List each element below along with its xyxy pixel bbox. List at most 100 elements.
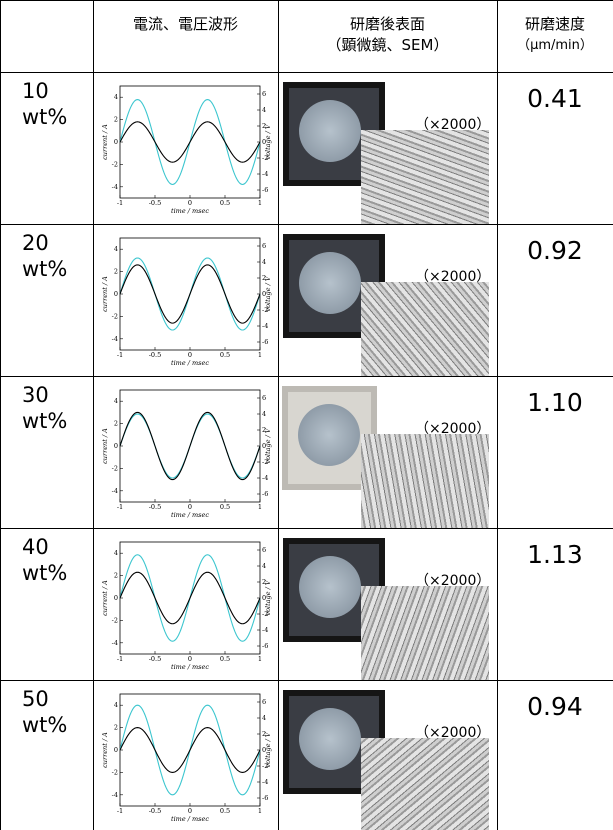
y-tick-label: -2: [112, 616, 118, 624]
border: [0, 0, 1, 830]
x-axis-label: time / msec: [171, 359, 209, 367]
y-tick-label: 4: [114, 397, 118, 405]
y2-tick-label: 4: [262, 714, 266, 722]
y-tick-label: -4: [112, 183, 118, 191]
waveform-chart: -1 -0.5 0 0.5 1 4 2 0 -2 -4 6 4 2 0 -2 -4 -6 time / msec c…: [101, 541, 272, 671]
header-cell: 研磨後表面 （顕微鏡、SEM）: [278, 14, 497, 56]
x-tick-label: -1: [117, 807, 123, 815]
magnification: （×2000）: [415, 725, 491, 741]
y2-tick-label: 4: [262, 562, 266, 570]
x-tick-label: -0.5: [149, 655, 162, 663]
rate-text: 0.94: [527, 692, 583, 721]
y-tick-label: 4: [114, 701, 118, 709]
y-tick-label: 0: [114, 442, 118, 450]
rate-text: 1.10: [527, 388, 583, 417]
y2-axis-label: voltage / V: [264, 123, 272, 159]
border: [0, 376, 613, 377]
y-axis-label: current / A: [101, 276, 109, 312]
y2-tick-label: 0: [262, 442, 266, 450]
y2-tick-label: -4: [262, 322, 268, 330]
y2-tick-label: -6: [262, 642, 268, 650]
y2-tick-label: 2: [262, 274, 266, 282]
sem-image: [361, 130, 489, 224]
concentration: 50 wt%: [22, 686, 67, 738]
y2-tick-label: -2: [262, 458, 268, 466]
waveform-chart: -1 -0.5 0 0.5 1 4 2 0 -2 -4 6 4 2 0 -2 -4 -6 time / msec c…: [101, 693, 272, 823]
y2-tick-label: -4: [262, 474, 268, 482]
y-tick-label: 0: [114, 290, 118, 298]
y2-tick-label: -4: [262, 778, 268, 786]
x-tick-label: 0.5: [220, 351, 230, 359]
y2-tick-label: -2: [262, 610, 268, 618]
y-tick-label: -4: [112, 791, 118, 799]
y2-axis-label: voltage / V: [264, 427, 272, 463]
y2-axis-label: voltage / V: [264, 731, 272, 767]
y-tick-label: 4: [114, 93, 118, 101]
x-tick-label: 0: [188, 655, 192, 663]
x-tick-label: 1: [258, 199, 262, 207]
y-tick-label: 4: [114, 549, 118, 557]
sem-image: [361, 282, 489, 376]
y-axis-label: current / A: [101, 580, 109, 616]
rate-text: 0.41: [527, 84, 583, 113]
y2-tick-label: 2: [262, 578, 266, 586]
x-axis-label: time / msec: [171, 207, 209, 215]
y2-tick-label: 0: [262, 746, 266, 754]
current-wave: [119, 264, 261, 324]
magnification: （×2000）: [415, 269, 491, 285]
sem-image: [361, 738, 489, 830]
border: [0, 72, 613, 73]
y-tick-label: -4: [112, 639, 118, 647]
concentration: 30 wt%: [22, 382, 67, 434]
header-text: （μm/min）: [517, 38, 593, 53]
header-text: 研磨速度: [524, 15, 585, 33]
concentration-text: wt%: [22, 105, 68, 129]
current-wave: [119, 121, 261, 163]
x-tick-label: 1: [258, 503, 262, 511]
y2-tick-label: 4: [262, 106, 266, 114]
y-axis-label: current / A: [101, 428, 109, 464]
y2-tick-label: -2: [262, 762, 268, 770]
y2-tick-label: 4: [262, 258, 266, 266]
polished-spot: [298, 404, 360, 466]
y2-tick-label: 6: [262, 90, 266, 98]
y2-axis-label: voltage / V: [264, 579, 272, 615]
rate-text: 1.13: [527, 540, 583, 569]
microscope-image: [283, 538, 385, 642]
y2-tick-label: 2: [262, 426, 266, 434]
concentration-text: wt%: [22, 713, 68, 737]
y-tick-label: 2: [114, 268, 118, 276]
y-tick-label: -2: [112, 464, 118, 472]
border: [0, 680, 613, 681]
polished-spot: [299, 708, 361, 770]
y2-tick-label: 0: [262, 594, 266, 602]
waveform-chart: -1 -0.5 0 0.5 1 4 2 0 -2 -4 6 4 2 0 -2 -4 -6 time / msec c…: [101, 85, 272, 215]
x-tick-label: -0.5: [149, 807, 162, 815]
y2-tick-label: 2: [262, 730, 266, 738]
current-wave: [119, 411, 261, 481]
concentration-text: 40: [22, 535, 49, 559]
y2-tick-label: 4: [262, 410, 266, 418]
x-tick-label: 0.5: [220, 807, 230, 815]
x-tick-label: 0: [188, 351, 192, 359]
border: [93, 0, 94, 830]
border: [497, 0, 498, 830]
x-tick-label: 0: [188, 807, 192, 815]
border: [278, 0, 279, 830]
rate-text: 0.92: [527, 236, 583, 265]
sem-image: [361, 586, 489, 680]
y-tick-label: -2: [112, 312, 118, 320]
header-text: 電流、電圧波形: [132, 15, 238, 33]
x-tick-label: -0.5: [149, 199, 162, 207]
y2-tick-label: -6: [262, 490, 268, 498]
y-axis-label: current / A: [101, 124, 109, 160]
x-tick-label: 1: [258, 807, 262, 815]
y-tick-label: -4: [112, 487, 118, 495]
y-tick-label: 2: [114, 420, 118, 428]
y2-tick-label: -2: [262, 154, 268, 162]
header-cell: 電流、電圧波形: [93, 14, 278, 35]
x-tick-label: -1: [117, 351, 123, 359]
polished-spot: [299, 252, 361, 314]
y2-tick-label: -4: [262, 626, 268, 634]
